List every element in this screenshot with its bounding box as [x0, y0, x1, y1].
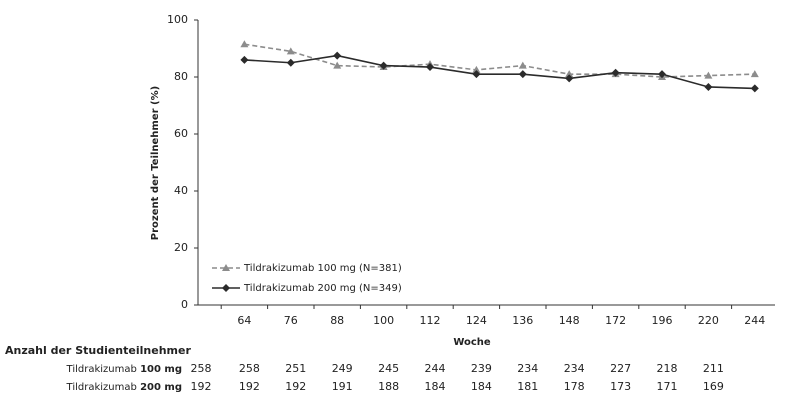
table-title: Anzahl der Studienteilnehmer [5, 344, 191, 357]
y-tick-label: 100 [167, 13, 188, 26]
x-tick-label: 148 [559, 314, 580, 327]
marker [286, 58, 295, 67]
marker [704, 71, 713, 79]
count: 173 [610, 380, 631, 393]
x-tick-label: 88 [330, 314, 344, 327]
x-tick-label: 124 [466, 314, 487, 327]
count: 184 [425, 380, 446, 393]
count: 181 [517, 380, 538, 393]
marker [240, 40, 249, 48]
count: 171 [657, 380, 678, 393]
marker [658, 70, 666, 79]
row-label: Tildrakizumab 100 mg [66, 364, 182, 375]
row-dose: 100 mg [140, 364, 182, 375]
x-tick-label: 136 [512, 314, 533, 327]
count: 192 [191, 380, 212, 393]
marker [472, 70, 481, 79]
marker [611, 68, 620, 77]
count: 178 [564, 380, 585, 393]
count: 191 [332, 380, 353, 393]
count: 211 [703, 362, 724, 375]
legend-label: Tildrakizumab 100 mg (N=381) [243, 263, 402, 274]
marker [518, 61, 527, 69]
marker [750, 70, 759, 78]
count: 244 [425, 362, 446, 375]
marker [750, 84, 759, 93]
legend-label: Tildrakizumab 200 mg (N=349) [243, 283, 402, 294]
x-tick-label: 172 [605, 314, 626, 327]
count: 218 [657, 362, 678, 375]
x-tick-label: 76 [284, 314, 298, 327]
count: 249 [332, 362, 353, 375]
marker [565, 70, 574, 78]
row-name: Tildrakizumab [66, 364, 137, 375]
marker [472, 65, 481, 73]
row-label: Tildrakizumab 200 mg [66, 382, 182, 393]
marker [426, 63, 434, 72]
count: 258 [191, 362, 212, 375]
y-axis-title: Prozent der Teilnehmer (%) [150, 86, 161, 240]
count: 169 [703, 380, 724, 393]
count: 184 [471, 380, 492, 393]
x-tick-label: 244 [744, 314, 765, 327]
y-tick-label: 60 [174, 127, 188, 140]
y-tick-label: 0 [181, 298, 188, 311]
marker [565, 74, 574, 83]
count: 192 [239, 380, 260, 393]
row-name: Tildrakizumab [66, 382, 137, 393]
y-tick-label: 40 [174, 184, 188, 197]
row-dose: 200 mg [140, 382, 182, 393]
x-tick-label: 220 [698, 314, 719, 327]
x-tick-label: 196 [652, 314, 673, 327]
y-tick-label: 80 [174, 70, 188, 83]
x-tick-label: 64 [237, 314, 251, 327]
marker [379, 61, 388, 70]
count: 239 [471, 362, 492, 375]
marker [333, 61, 342, 69]
x-axis-title: Woche [453, 337, 491, 348]
x-tick-label: 112 [420, 314, 441, 327]
y-tick-label: 20 [174, 241, 188, 254]
marker [333, 51, 342, 60]
marker [286, 47, 295, 55]
x-tick-label: 100 [373, 314, 394, 327]
count: 234 [517, 362, 538, 375]
series-line [244, 43, 755, 78]
count: 258 [239, 362, 260, 375]
legend-marker [222, 264, 230, 271]
count: 251 [285, 362, 306, 375]
series-line [244, 54, 755, 90]
count: 245 [378, 362, 399, 375]
count: 192 [285, 380, 306, 393]
count: 227 [610, 362, 631, 375]
count: 188 [378, 380, 399, 393]
marker [518, 70, 527, 79]
legend-marker [222, 284, 230, 292]
count: 234 [564, 362, 585, 375]
marker [704, 82, 713, 91]
marker [240, 55, 249, 64]
